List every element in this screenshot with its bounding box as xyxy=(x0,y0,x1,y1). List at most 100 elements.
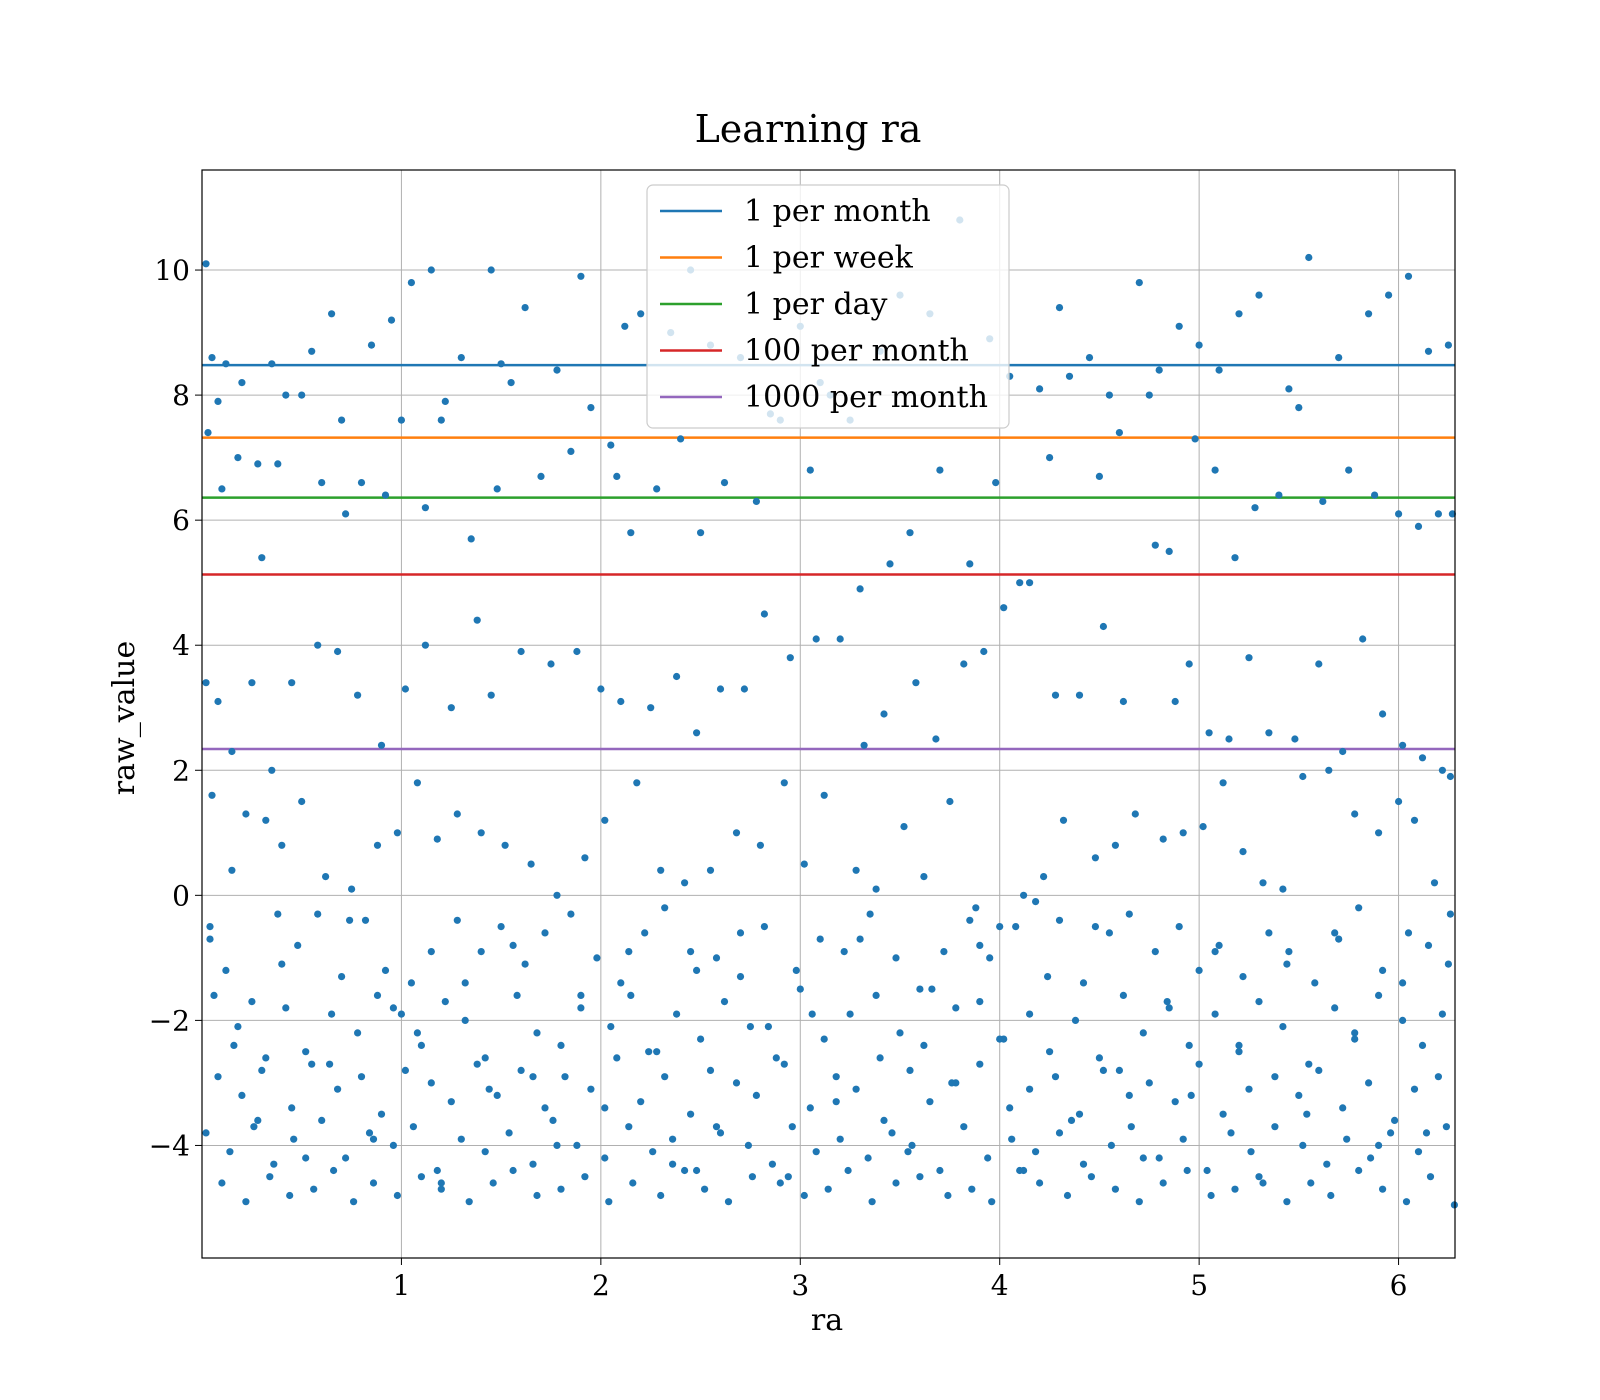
scatter-point xyxy=(547,660,555,668)
scatter-point xyxy=(1215,941,1223,950)
scatter-point xyxy=(302,1048,310,1056)
scatter-point xyxy=(1305,1060,1313,1068)
scatter-point xyxy=(1438,1010,1446,1018)
scatter-point xyxy=(966,560,974,568)
scatter-point xyxy=(1119,697,1127,706)
scatter-point xyxy=(553,366,561,374)
scatter-point xyxy=(204,429,212,437)
scatter-point xyxy=(960,1123,968,1131)
scatter-point xyxy=(381,966,390,975)
scatter-point xyxy=(1399,979,1407,987)
scatter-point xyxy=(202,679,210,687)
scatter-point xyxy=(627,991,635,1000)
scatter-point xyxy=(780,779,788,787)
scatter-point xyxy=(348,885,356,893)
scatter-point xyxy=(1211,1010,1219,1018)
scatter-point xyxy=(780,1060,788,1068)
scatter-point xyxy=(1315,1066,1323,1074)
scatter-point xyxy=(1285,948,1293,956)
scatter-point xyxy=(407,279,415,287)
scatter-point xyxy=(1351,810,1359,818)
scatter-point xyxy=(932,735,940,743)
scatter-point xyxy=(1046,1048,1054,1056)
scatter-point xyxy=(1185,660,1193,668)
scatter-point xyxy=(421,504,429,512)
scatter-point xyxy=(697,1035,705,1043)
scatter-point xyxy=(868,1198,876,1206)
scatter-point xyxy=(1139,1154,1147,1162)
scatter-point xyxy=(557,1041,565,1049)
scatter-point xyxy=(673,672,681,681)
scatter-point xyxy=(248,998,256,1006)
scatter-point xyxy=(1211,948,1219,956)
scatter-point xyxy=(453,810,461,818)
scatter-point xyxy=(202,1129,210,1137)
scatter-point xyxy=(509,941,517,950)
scatter-point xyxy=(832,1098,840,1106)
scatter-point xyxy=(427,948,435,956)
scatter-point xyxy=(1418,1041,1427,1049)
scatter-point xyxy=(393,1191,401,1200)
scatter-point xyxy=(669,1135,677,1143)
scatter-point xyxy=(1319,497,1327,505)
scatter-point xyxy=(208,791,216,799)
scatter-point xyxy=(318,1116,326,1124)
scatter-point xyxy=(1063,1191,1072,1200)
scatter-point xyxy=(1111,841,1119,849)
scatter-point xyxy=(732,829,741,837)
scatter-point xyxy=(1219,779,1227,787)
scatter-point xyxy=(1051,1073,1060,1081)
scatter-point xyxy=(286,1191,294,1200)
scatter-point xyxy=(1032,1148,1040,1156)
y-tick-label: −2 xyxy=(149,1004,190,1037)
scatter-point xyxy=(1125,910,1133,918)
scatter-point xyxy=(1095,1054,1103,1062)
scatter-point xyxy=(920,873,928,881)
scatter-point xyxy=(407,979,415,987)
scatter-point xyxy=(706,1066,715,1074)
scatter-point xyxy=(342,1154,350,1162)
scatter-point xyxy=(477,948,485,956)
scatter-point xyxy=(433,1166,441,1175)
scatter-point xyxy=(926,1098,934,1106)
scatter-point xyxy=(1175,322,1183,330)
scatter-point xyxy=(1127,1123,1135,1131)
scatter-point xyxy=(501,841,509,849)
x-tick-label: 5 xyxy=(1190,1269,1208,1302)
scatter-point xyxy=(1365,1079,1373,1087)
scatter-point xyxy=(417,1041,425,1049)
legend: 1 per month 1 per week 1 per day 100 per mo… xyxy=(646,184,1010,429)
scatter-point xyxy=(413,1029,421,1037)
scatter-point xyxy=(537,472,545,480)
scatter-point xyxy=(322,873,330,881)
scatter-point xyxy=(549,1116,557,1124)
x-axis-label: ra xyxy=(811,1303,843,1338)
scatter-point xyxy=(812,635,820,643)
scatter-point xyxy=(473,1060,481,1068)
scatter-point xyxy=(880,1116,888,1124)
scatter-point xyxy=(1351,1035,1359,1043)
scatter-point xyxy=(641,929,649,937)
scatter-point xyxy=(768,1160,777,1168)
scatter-point xyxy=(960,660,968,668)
scatter-point xyxy=(1195,966,1203,975)
scatter-point xyxy=(1165,1004,1173,1012)
scatter-point xyxy=(637,310,645,318)
scatter-point xyxy=(453,916,461,924)
scatter-point xyxy=(1095,472,1103,480)
scatter-point xyxy=(553,1141,561,1149)
scatter-point xyxy=(776,1179,784,1187)
scatter-point xyxy=(637,1098,645,1106)
scatter-point xyxy=(852,1085,860,1093)
scatter-point xyxy=(288,679,296,687)
scatter-point xyxy=(784,1173,792,1181)
scatter-point xyxy=(222,360,230,368)
scatter-point xyxy=(1339,1104,1347,1112)
scatter-point xyxy=(541,1104,549,1112)
scatter-point xyxy=(808,1010,816,1018)
scatter-point xyxy=(242,810,250,818)
scatter-point xyxy=(701,1185,709,1193)
scatter-points xyxy=(202,216,1458,1209)
scatter-point xyxy=(896,1029,904,1037)
scatter-point xyxy=(1446,910,1454,918)
